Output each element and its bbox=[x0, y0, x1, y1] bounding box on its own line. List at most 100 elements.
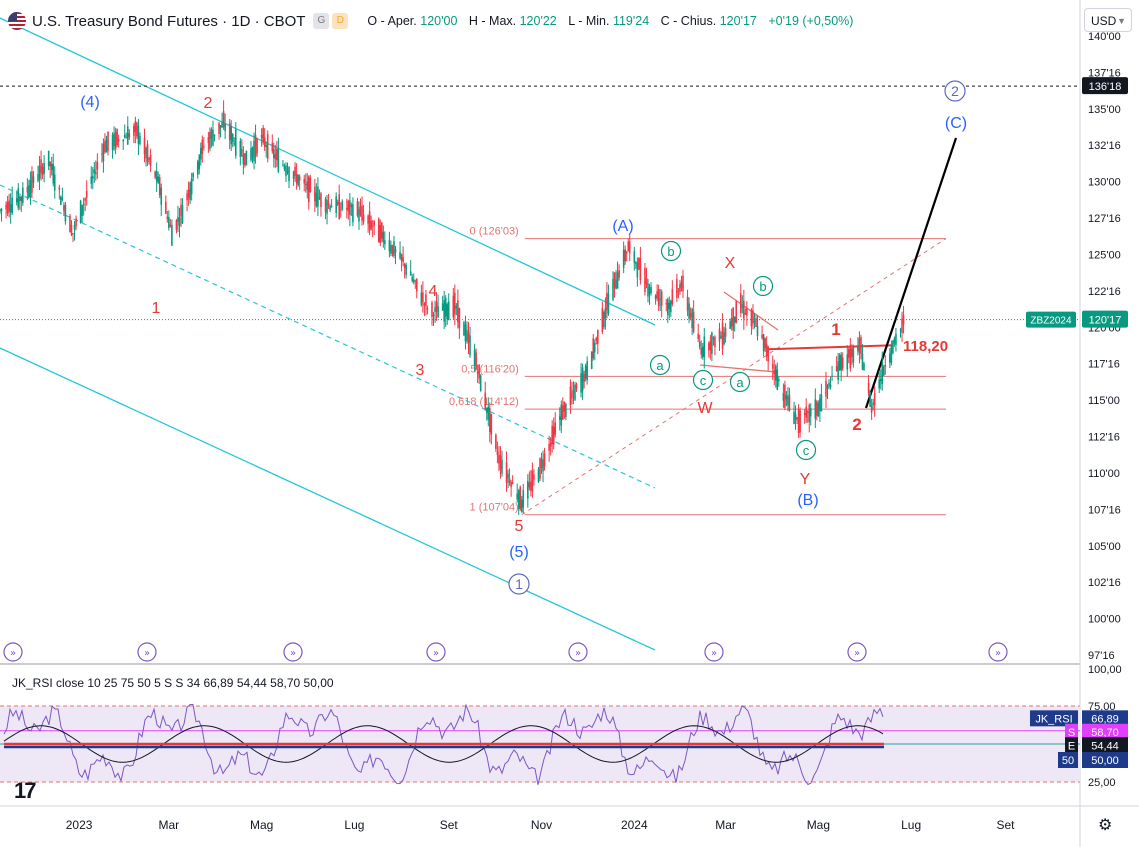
tradingview-logo[interactable]: 17 bbox=[14, 778, 37, 803]
candle-body bbox=[330, 205, 333, 208]
candle-body bbox=[431, 302, 433, 318]
candle-body bbox=[186, 193, 188, 201]
candle-body bbox=[239, 140, 242, 157]
candle-body bbox=[455, 305, 458, 309]
candle-body bbox=[782, 393, 785, 401]
fib-level-label: 1 (107'04) bbox=[470, 502, 519, 514]
candle-body bbox=[443, 299, 445, 322]
candle-body bbox=[368, 211, 371, 231]
us-flag-icon bbox=[8, 12, 26, 30]
candle-body bbox=[242, 154, 245, 165]
candle-body bbox=[475, 352, 477, 370]
candle-body bbox=[426, 308, 429, 310]
candle-body bbox=[373, 220, 375, 226]
candle-body bbox=[228, 123, 231, 140]
candle-body bbox=[485, 407, 488, 413]
wave-label-teal-a: a bbox=[656, 358, 664, 373]
x-tick-label: Mar bbox=[715, 818, 736, 832]
candle-body bbox=[895, 333, 897, 345]
candle-body bbox=[231, 133, 234, 143]
change-value: +0'19 (+0,50%) bbox=[768, 14, 854, 28]
candle-body bbox=[104, 141, 106, 152]
candle-body bbox=[266, 134, 269, 159]
candle-body bbox=[893, 338, 896, 344]
candle-body bbox=[633, 251, 636, 263]
symbol-title[interactable]: U.S. Treasury Bond Futures · 1D · CBOT bbox=[32, 12, 306, 30]
currency-select[interactable]: USD ▼ bbox=[1084, 8, 1132, 32]
candle-body bbox=[660, 291, 663, 306]
candle-body bbox=[335, 196, 337, 214]
candle-body bbox=[177, 217, 179, 222]
candle-body bbox=[52, 164, 55, 184]
candle-body bbox=[434, 307, 436, 312]
candle-body bbox=[20, 196, 23, 202]
candle-body bbox=[743, 300, 745, 319]
wave-label-5-blue: (5) bbox=[509, 544, 529, 561]
candle-body bbox=[627, 241, 630, 252]
event-marker-arrow-icon: » bbox=[433, 648, 439, 659]
candle-body bbox=[81, 205, 83, 216]
candle-body bbox=[644, 267, 646, 292]
candle-body bbox=[508, 478, 511, 484]
candle-body bbox=[808, 404, 811, 423]
g-badge[interactable]: G bbox=[313, 13, 330, 29]
candle-body bbox=[136, 122, 138, 137]
candle-body bbox=[890, 346, 893, 363]
candle-body bbox=[654, 295, 657, 299]
candle-body bbox=[686, 296, 689, 311]
d-badge[interactable]: D bbox=[332, 13, 349, 29]
candle-body bbox=[613, 272, 616, 288]
candle-body bbox=[201, 139, 204, 155]
wave-label-x-red: X bbox=[725, 255, 736, 272]
wave-label-teal-a-circle bbox=[649, 354, 671, 376]
candle-body bbox=[762, 334, 765, 352]
rsi-tag-bg bbox=[1082, 710, 1128, 727]
candle-body bbox=[28, 185, 30, 198]
price-tag-last: 120'17 bbox=[1089, 315, 1122, 327]
open-label: O - Aper. bbox=[367, 14, 417, 28]
candle-body bbox=[189, 182, 191, 201]
y-tick-label: 112'16 bbox=[1088, 432, 1120, 444]
candle-body bbox=[552, 426, 555, 445]
candle-body bbox=[476, 371, 479, 374]
candle-body bbox=[530, 481, 532, 491]
candle-body bbox=[394, 249, 397, 253]
candle-body bbox=[180, 204, 182, 217]
candle-body bbox=[837, 361, 839, 380]
gear-icon[interactable]: ⚙ bbox=[1098, 817, 1113, 834]
candle-body bbox=[111, 134, 114, 151]
candle-body bbox=[271, 143, 274, 152]
candle-body bbox=[367, 215, 369, 224]
candle-body bbox=[778, 379, 780, 382]
candle-body bbox=[149, 154, 152, 166]
candle-body bbox=[572, 389, 575, 393]
candle-body bbox=[326, 200, 328, 214]
y-tick-label: 130'00 bbox=[1088, 177, 1121, 189]
candle-body bbox=[803, 412, 806, 416]
candle-body bbox=[698, 341, 701, 348]
candle-body bbox=[371, 225, 374, 227]
candle-body bbox=[318, 197, 321, 199]
candle-body bbox=[139, 136, 141, 144]
triangle-lower-line bbox=[699, 364, 777, 373]
candle-body bbox=[665, 303, 668, 305]
candle-body bbox=[581, 367, 584, 392]
candle-body bbox=[168, 216, 170, 229]
candle-body bbox=[91, 176, 94, 179]
candle-body bbox=[294, 166, 296, 176]
candle-body bbox=[446, 304, 449, 319]
currency-label: USD bbox=[1091, 14, 1117, 28]
rsi-legend[interactable]: JK_RSI close 10 25 75 50 5 S S 34 66,89 … bbox=[12, 676, 334, 690]
candle-body bbox=[105, 139, 108, 153]
candle-body bbox=[409, 271, 412, 276]
candle-body bbox=[697, 333, 699, 339]
candle-body bbox=[516, 493, 518, 500]
wave-label-2-red: 2 bbox=[204, 95, 213, 112]
candle-body bbox=[157, 176, 159, 183]
candle-body bbox=[402, 257, 404, 262]
open-value: 120'00 bbox=[420, 14, 458, 28]
candle-body bbox=[826, 385, 829, 389]
candle-body bbox=[137, 125, 140, 144]
candle-body bbox=[741, 306, 744, 308]
